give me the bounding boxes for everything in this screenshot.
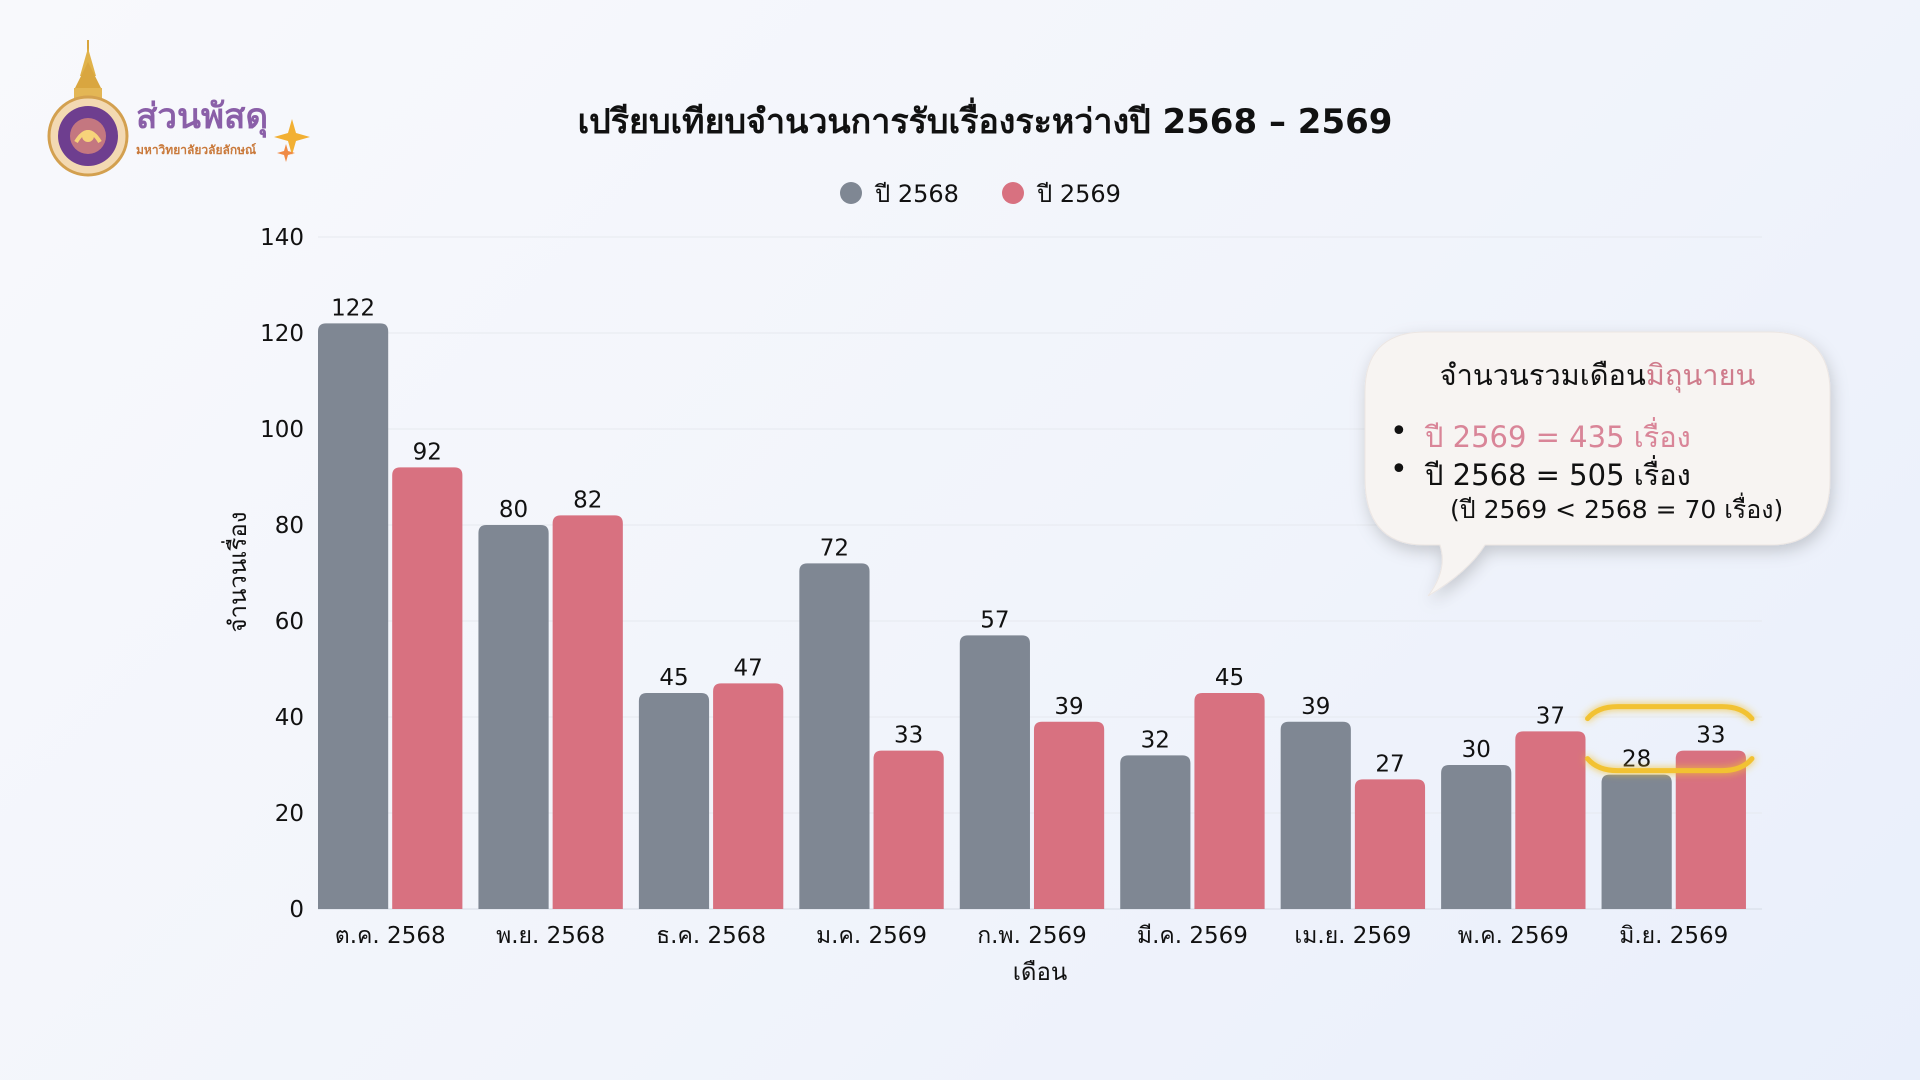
bar (1280, 721, 1351, 909)
data-label: 47 (734, 655, 763, 681)
bar (873, 750, 944, 909)
callout-line-2569: • ปี 2569 = 435 เรื่อง (1390, 414, 1691, 460)
callout-title-accent: มิถุนายน (1645, 358, 1756, 392)
data-label: 122 (331, 295, 375, 321)
highlight-bracket-top (1585, 704, 1755, 722)
y-tick-label: 140 (260, 225, 304, 251)
legend-label: ปี 2568 (874, 180, 959, 208)
data-label: 92 (413, 439, 442, 465)
bar (1515, 731, 1586, 909)
small-sparkle-icon (277, 144, 295, 162)
y-tick-label: 20 (275, 801, 304, 827)
data-label: 32 (1141, 727, 1170, 753)
data-label: 82 (573, 487, 602, 513)
legend-label: ปี 2569 (1036, 180, 1121, 208)
bullet: • (1390, 452, 1408, 487)
y-tick-label: 0 (289, 897, 304, 923)
x-tick-label: ต.ค. 2568 (335, 923, 446, 949)
data-label: 37 (1536, 703, 1565, 729)
x-tick-label: มิ.ย. 2569 (1619, 923, 1728, 949)
data-label: 57 (980, 607, 1009, 633)
bar (318, 323, 389, 909)
data-label: 80 (499, 497, 528, 523)
y-tick-label: 100 (260, 417, 304, 443)
bar (1601, 774, 1672, 909)
logo-text: ส่วนพัสดุ มหาวิทยาลัยวลัยลักษณ์ (136, 100, 268, 160)
bar (713, 683, 784, 909)
data-label: 72 (820, 535, 849, 561)
x-axis: ต.ค. 2568 พ.ย. 2568 ธ.ค. 2568 ม.ค. 2569 ก.พ.… (335, 923, 1729, 949)
highlight-bracket-bottom (1585, 756, 1755, 774)
highlight-marker (1585, 704, 1755, 774)
y-tick-label: 40 (275, 705, 304, 731)
callout-line-2569-text: ปี 2569 = 435 เรื่อง (1425, 420, 1691, 454)
bar (1033, 721, 1105, 909)
data-label: 39 (1054, 694, 1083, 720)
y-tick-label: 60 (275, 609, 304, 635)
university-seal-icon (47, 40, 129, 177)
y-axis-label: จำนวนเรื่อง (221, 511, 252, 632)
data-label: 33 (1696, 723, 1725, 749)
bar (1675, 750, 1746, 909)
bar (392, 467, 463, 909)
x-axis-label: เดือน (1013, 958, 1068, 986)
chart-title: เปรียบเทียบจำนวนการรับเรื่องระหว่างปี 25… (578, 97, 1393, 142)
y-axis: 0 20 40 60 80 100 120 140 (260, 225, 304, 923)
data-label: 30 (1462, 737, 1491, 763)
callout-difference: (ปี 2569 < 2568 = 70 เรื่อง) (1450, 495, 1784, 524)
callout-title-prefix: จำนวนรวมเดือน (1439, 358, 1646, 392)
y-tick-label: 80 (275, 513, 304, 539)
logo-title: ส่วนพัสดุ (136, 97, 269, 137)
sparkle-icon (274, 119, 310, 155)
bar (638, 693, 710, 909)
x-tick-label: เม.ย. 2569 (1294, 923, 1411, 949)
bar (959, 635, 1030, 909)
bar (1120, 755, 1191, 909)
legend-swatch (1002, 182, 1024, 204)
bar (1354, 779, 1426, 909)
bar (799, 563, 870, 909)
x-tick-label: ม.ค. 2569 (816, 923, 927, 949)
x-tick-label: ก.พ. 2569 (977, 923, 1087, 949)
x-tick-label: ธ.ค. 2568 (656, 923, 766, 949)
data-label: 33 (894, 723, 923, 749)
x-tick-label: พ.ค. 2569 (1458, 923, 1569, 949)
callout-bubble (1364, 331, 1831, 597)
callout-line-2568-text: ปี 2568 = 505 เรื่อง (1425, 458, 1691, 492)
logo (44, 38, 324, 188)
logo-subtitle: มหาวิทยาลัยวลัยลักษณ์ (136, 143, 257, 157)
callout-line-2568: • ปี 2568 = 505 เรื่อง (1390, 452, 1691, 498)
data-label: 45 (1215, 665, 1244, 691)
data-label: 45 (659, 665, 688, 691)
legend-swatch (840, 182, 862, 204)
legend: ปี 2568 ปี 2569 (840, 180, 1121, 208)
x-tick-label: มี.ค. 2569 (1137, 923, 1248, 949)
bar (1194, 693, 1265, 909)
callout-title: จำนวนรวมเดือนมิถุนายน (1365, 352, 1830, 398)
bar (1441, 765, 1512, 909)
x-tick-label: พ.ย. 2568 (496, 923, 605, 949)
data-label: 39 (1301, 694, 1330, 720)
bar (552, 515, 623, 909)
bar (478, 525, 549, 909)
y-tick-label: 120 (260, 321, 304, 347)
data-label: 27 (1375, 751, 1404, 777)
bullet: • (1390, 414, 1408, 449)
